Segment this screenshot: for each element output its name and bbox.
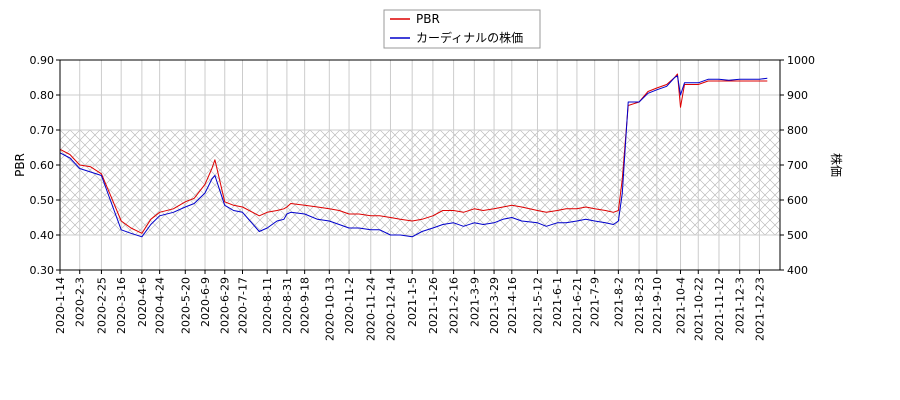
y-right-tick-label: 700	[787, 159, 808, 172]
x-tick-label: 2020-6-9	[199, 277, 212, 327]
x-tick-label: 2021-4-16	[506, 277, 519, 334]
y-right-axis-label: 株価	[829, 153, 844, 177]
x-tick-label: 2021-5-12	[531, 277, 544, 334]
x-tick-label: 2021-6-21	[571, 277, 584, 334]
x-tick-label: 2021-3-29	[488, 277, 501, 334]
x-tick-label: 2021-2-16	[448, 277, 461, 334]
x-tick-label: 2021-12-23	[753, 277, 766, 341]
y-left-tick-label: 0.50	[30, 194, 55, 207]
series-line-pbr	[60, 73, 768, 234]
x-tick-label: 2021-9-10	[651, 277, 664, 334]
x-tick-label: 2020-9-18	[299, 277, 312, 334]
y-left-axis-label: PBR	[13, 153, 27, 177]
x-axis: 2020-1-14 2020-2-3 2020-2-25 2020-3-16 2020-…	[54, 270, 766, 341]
y-right-tick-label: 900	[787, 89, 808, 102]
x-tick-label: 2021-12-3	[734, 277, 747, 334]
x-tick-label: 2020-11-24	[365, 277, 378, 341]
x-tick-label: 2020-2-3	[74, 277, 87, 327]
x-tick-label: 2020-2-25	[95, 277, 108, 334]
shaded-band	[60, 130, 780, 235]
x-tick-label: 2020-8-31	[281, 277, 294, 334]
x-tick-label: 2020-4-24	[154, 277, 167, 334]
y-left-axis: 0.30 0.40 0.50 0.60 0.70 0.80 0.90	[30, 54, 60, 277]
x-tick-label: 2021-3-9	[468, 277, 481, 327]
x-tick-label: 2021-8-2	[612, 277, 625, 327]
x-tick-label: 2020-7-17	[237, 277, 250, 334]
y-right-tick-label: 600	[787, 194, 808, 207]
x-tick-label: 2020-10-13	[323, 277, 336, 341]
x-tick-label: 2021-10-4	[675, 277, 688, 334]
y-right-tick-label: 400	[787, 264, 808, 277]
x-tick-label: 2020-11-2	[343, 277, 356, 334]
series-lines	[60, 73, 768, 238]
legend-label-stock-price: カーディナルの株価	[416, 30, 523, 45]
x-tick-label: 2021-7-9	[589, 277, 602, 327]
x-tick-label: 2020-6-29	[219, 277, 232, 334]
legend-label-pbr: PBR	[416, 12, 440, 26]
y-left-tick-label: 0.60	[30, 159, 55, 172]
x-tick-label: 2021-11-12	[713, 277, 726, 341]
x-tick-label: 2020-3-16	[115, 277, 128, 334]
x-tick-label: 2020-5-20	[179, 277, 192, 334]
x-tick-label: 2021-8-23	[633, 277, 646, 334]
y-left-tick-label: 0.80	[30, 89, 55, 102]
series-line-stock-price	[60, 75, 768, 238]
y-right-tick-label: 1000	[787, 54, 815, 67]
x-tick-label: 2021-1-26	[427, 277, 440, 334]
y-left-tick-label: 0.30	[30, 264, 55, 277]
y-right-tick-label: 800	[787, 124, 808, 137]
x-tick-label: 2021-10-22	[692, 277, 705, 341]
y-left-tick-label: 0.40	[30, 229, 55, 242]
x-tick-label: 2020-4-6	[136, 277, 149, 327]
legend: PBR カーディナルの株価	[383, 9, 541, 49]
y-right-tick-label: 500	[787, 229, 808, 242]
legend-box	[383, 9, 541, 49]
y-left-tick-label: 0.90	[30, 54, 55, 67]
x-tick-label: 2021-1-5	[406, 277, 419, 327]
x-tick-label: 2020-1-14	[54, 277, 67, 334]
x-tick-label: 2020-8-11	[261, 277, 274, 334]
x-tick-label: 2020-12-14	[384, 277, 397, 341]
y-right-axis: 400 500 600 700 800 900 1000	[780, 54, 815, 277]
x-tick-label: 2021-6-1	[551, 277, 564, 327]
y-left-tick-label: 0.70	[30, 124, 55, 137]
